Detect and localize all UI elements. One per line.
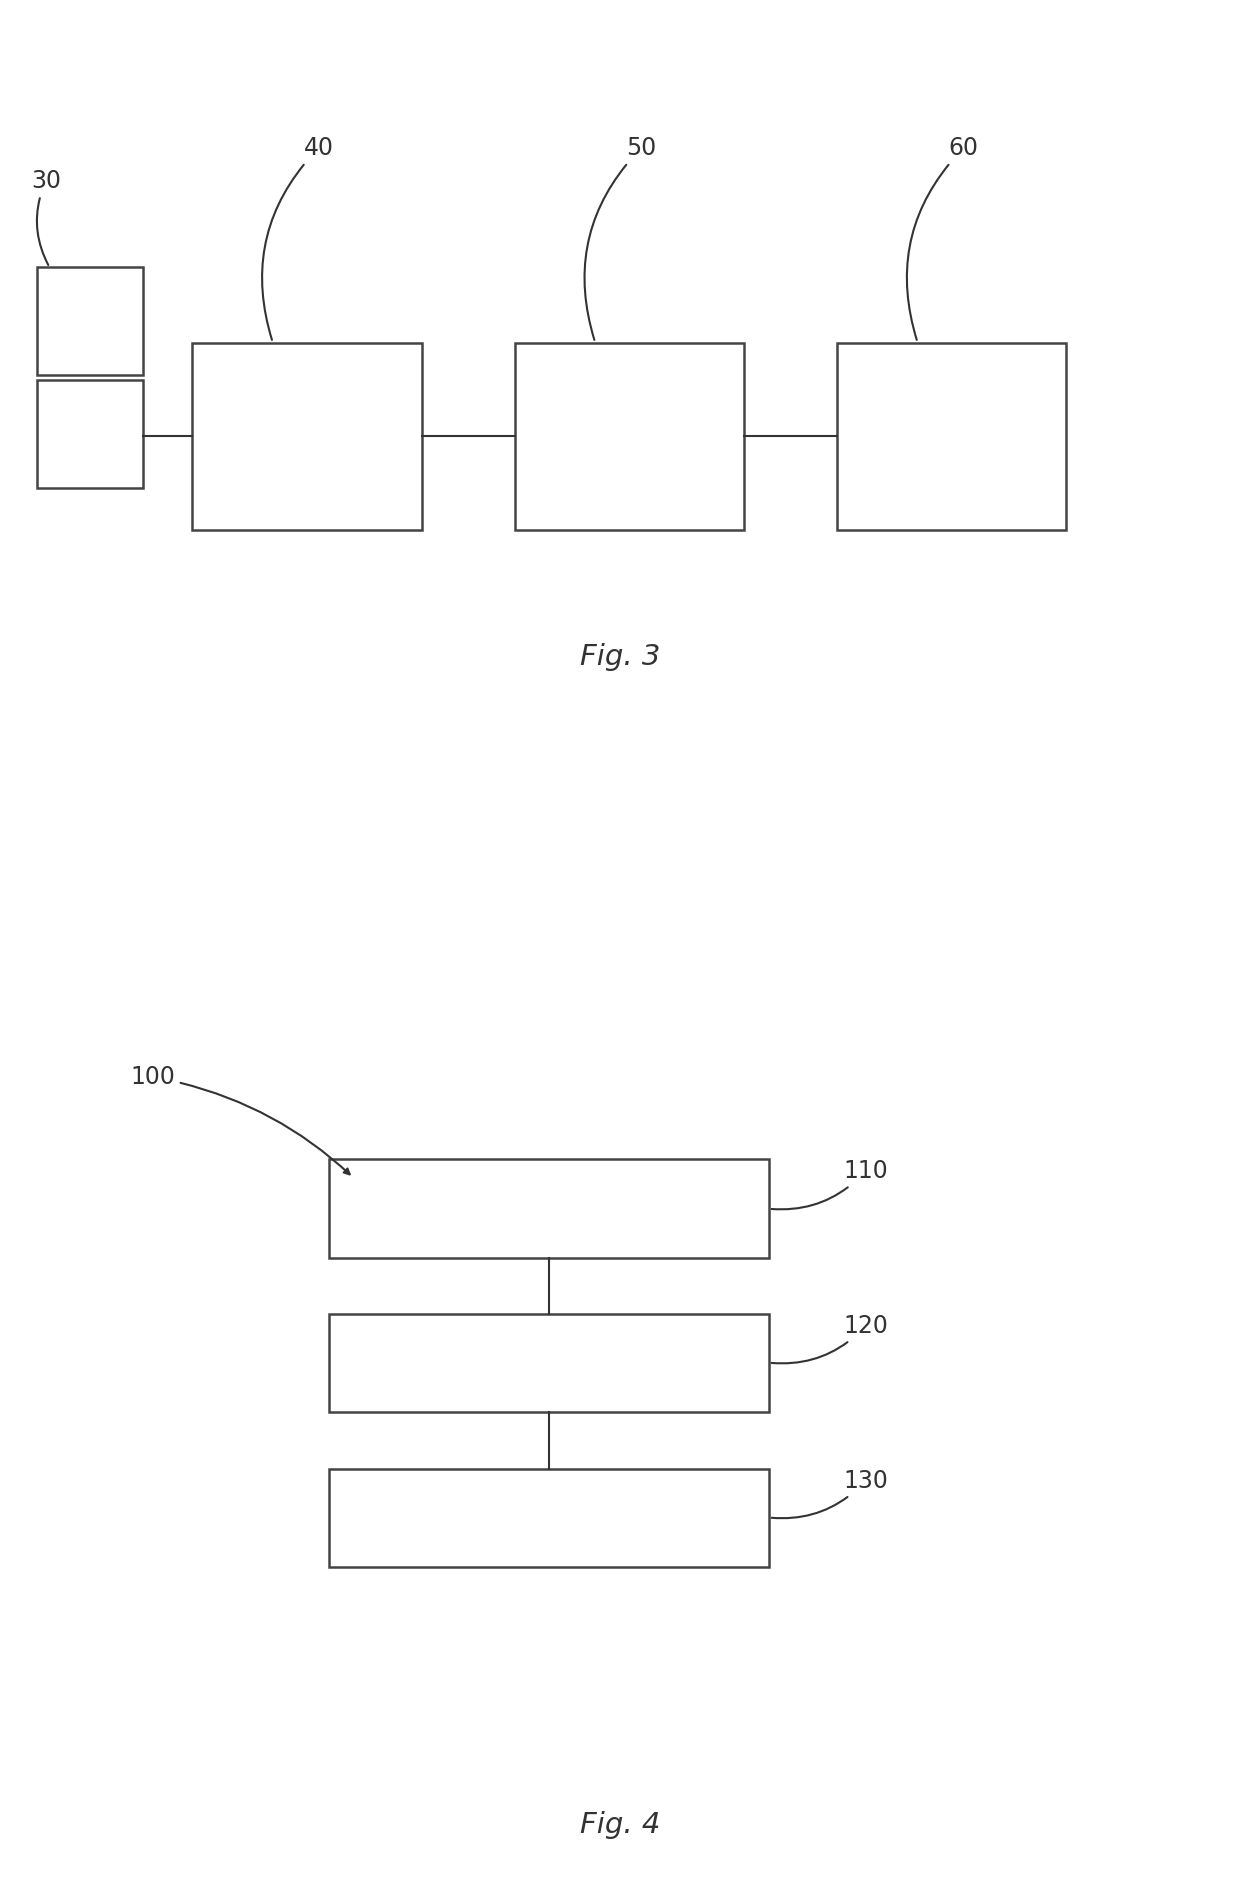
Text: 30: 30 (31, 169, 61, 265)
Bar (192, 343, 422, 531)
Text: 110: 110 (771, 1158, 888, 1209)
Text: Fig. 4: Fig. 4 (580, 1811, 660, 1839)
Bar (329, 1314, 769, 1412)
Bar (37, 379, 143, 488)
Bar (37, 268, 143, 375)
Bar (837, 343, 1066, 531)
Text: 50: 50 (584, 135, 656, 340)
Bar (329, 1468, 769, 1567)
Text: 120: 120 (771, 1314, 888, 1363)
Text: 40: 40 (262, 135, 334, 340)
Bar (329, 1158, 769, 1258)
Text: Fig. 3: Fig. 3 (580, 644, 660, 670)
Text: 60: 60 (906, 135, 978, 340)
Bar (515, 343, 744, 531)
Text: 100: 100 (130, 1064, 350, 1175)
Text: 130: 130 (771, 1468, 888, 1518)
